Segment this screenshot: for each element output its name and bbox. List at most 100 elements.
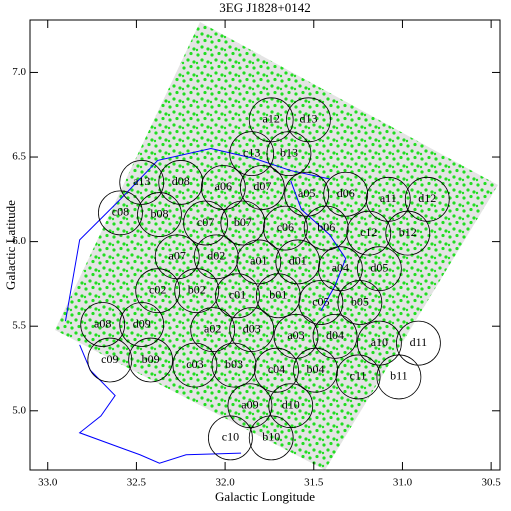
- region-label: b02: [188, 282, 206, 296]
- region-label: d01: [289, 254, 307, 268]
- region-circle: [193, 234, 239, 280]
- contour-line: [64, 148, 330, 322]
- region-circle: [254, 347, 299, 393]
- region-label: d06: [337, 186, 355, 200]
- y-tick-label: 6.0: [12, 235, 26, 247]
- region-circle: [239, 165, 285, 210]
- region-circle: [346, 210, 392, 256]
- region-label: b08: [150, 206, 168, 220]
- x-axis-label: Galactic Longitude: [215, 489, 315, 504]
- region-label: c10: [222, 430, 239, 444]
- region-label: b09: [142, 352, 160, 366]
- region-circle: [80, 302, 126, 347]
- region-circle: [174, 268, 220, 314]
- region-circle: [135, 268, 181, 314]
- region-circle: [303, 205, 349, 251]
- region-circle: [98, 190, 143, 236]
- x-tick-label: 31.5: [304, 477, 324, 489]
- region-label: a03: [287, 328, 304, 342]
- region-circle: [119, 302, 165, 347]
- region-circle: [229, 131, 275, 177]
- chart-title: 3EG J1828+0142: [219, 0, 310, 15]
- region-label: d03: [243, 321, 261, 335]
- region-circle: [248, 415, 294, 461]
- region-label: b05: [351, 294, 369, 308]
- region-circle: [385, 210, 431, 256]
- region-circle: [220, 200, 266, 246]
- region-label: c04: [268, 362, 285, 376]
- y-tick-label: 6.5: [12, 151, 26, 163]
- region-circle: [119, 160, 165, 205]
- region-label: b01: [269, 288, 287, 302]
- region-label: a11: [380, 191, 397, 205]
- region-label: d08: [172, 174, 190, 188]
- region-label: a01: [250, 254, 267, 268]
- region-circle: [335, 354, 381, 400]
- region-circle: [263, 205, 308, 251]
- region-circle: [396, 320, 441, 366]
- y-tick-label: 5.0: [12, 404, 26, 416]
- region-label: d07: [253, 179, 271, 193]
- region-label: a02: [204, 321, 221, 335]
- region-label: a12: [263, 112, 280, 126]
- region-label: b06: [317, 220, 335, 234]
- region-label: d10: [282, 397, 300, 411]
- region-label: c13: [243, 145, 260, 159]
- region-label: c12: [360, 225, 377, 239]
- region-label: a10: [371, 335, 388, 349]
- region-circle: [284, 171, 330, 217]
- region-label: b03: [225, 357, 243, 371]
- region-label: b12: [399, 225, 417, 239]
- region-label: b10: [262, 430, 280, 444]
- region-circle: [286, 97, 331, 143]
- x-tick-label: 30.5: [482, 477, 502, 489]
- region-circle: [158, 160, 204, 205]
- region-circle: [154, 234, 200, 280]
- region-label: d04: [326, 328, 344, 342]
- coverage-field: [55, 22, 498, 470]
- x-tick-label: 31.0: [393, 477, 413, 489]
- x-tick-label: 33.0: [38, 477, 58, 489]
- region-label: c11: [350, 369, 367, 383]
- region-label: a09: [241, 397, 258, 411]
- region-label: d13: [299, 112, 317, 126]
- region-label: b13: [280, 145, 298, 159]
- region-label: a08: [94, 316, 111, 330]
- region-circle: [266, 131, 312, 177]
- region-circle: [137, 192, 182, 237]
- region-circle: [87, 337, 133, 383]
- region-label: a07: [169, 249, 186, 263]
- region-circle: [215, 273, 260, 319]
- region-label: c02: [149, 282, 166, 296]
- region-label: d09: [133, 316, 151, 330]
- region-circle: [183, 200, 228, 246]
- region-circle: [312, 313, 358, 359]
- region-label: d05: [370, 260, 388, 274]
- y-axis-label: Galactic Latitude: [3, 200, 18, 290]
- region-label: c06: [277, 220, 294, 234]
- region-label: b04: [307, 362, 325, 376]
- region-label: d11: [410, 335, 428, 349]
- region-circle: [357, 320, 402, 366]
- region-label: b07: [234, 215, 252, 229]
- x-tick-label: 32.0: [215, 477, 235, 489]
- region-label: d12: [418, 191, 436, 205]
- region-circle: [404, 176, 450, 222]
- region-circle: [376, 354, 422, 400]
- region-label: a13: [133, 174, 150, 188]
- region-label: b11: [390, 369, 408, 383]
- region-label: c03: [186, 357, 203, 371]
- x-tick-label: 32.5: [127, 477, 147, 489]
- region-label: c01: [229, 288, 246, 302]
- region-circle: [298, 280, 344, 325]
- y-tick-label: 5.5: [12, 320, 26, 332]
- region-circle: [317, 246, 363, 292]
- region-label: d02: [207, 249, 225, 263]
- region-circle: [211, 342, 257, 388]
- region-circle: [208, 415, 253, 461]
- region-circle: [236, 239, 282, 285]
- region-circle: [128, 337, 173, 383]
- region-label: c08: [112, 205, 129, 219]
